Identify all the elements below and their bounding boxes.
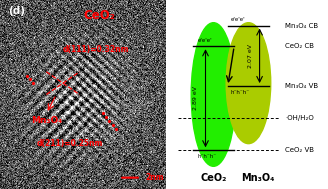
Text: h⁻h⁻h⁻: h⁻h⁻h⁻	[197, 154, 217, 159]
Text: CeO₂ CB: CeO₂ CB	[285, 43, 314, 49]
Text: CeO₂ VB: CeO₂ VB	[285, 147, 314, 153]
Text: CeO₂: CeO₂	[200, 173, 227, 183]
Text: d(111)=0.32nm: d(111)=0.32nm	[63, 45, 129, 54]
Text: Mn₃O₄: Mn₃O₄	[241, 173, 275, 183]
Text: Mn₃O₄: Mn₃O₄	[31, 116, 62, 125]
Text: 2nm: 2nm	[146, 173, 164, 182]
Text: h⁻h⁻h⁻: h⁻h⁻h⁻	[231, 90, 250, 95]
Ellipse shape	[191, 23, 236, 166]
Text: e'e'e': e'e'e'	[231, 17, 246, 22]
Text: Mn₃O₄ CB: Mn₃O₄ CB	[285, 22, 318, 29]
Text: 2.89 eV: 2.89 eV	[194, 86, 198, 110]
Text: ·OH/H₂O: ·OH/H₂O	[285, 115, 314, 121]
Text: Mn₃O₄ VB: Mn₃O₄ VB	[285, 83, 318, 89]
Text: CeO₂: CeO₂	[83, 9, 115, 22]
Text: d(211)=0.25nm: d(211)=0.25nm	[36, 139, 103, 148]
Text: e'e'e': e'e'e'	[197, 38, 212, 43]
Ellipse shape	[226, 23, 271, 144]
Text: (d): (d)	[8, 6, 25, 16]
Text: 2.07 eV: 2.07 eV	[248, 44, 253, 68]
